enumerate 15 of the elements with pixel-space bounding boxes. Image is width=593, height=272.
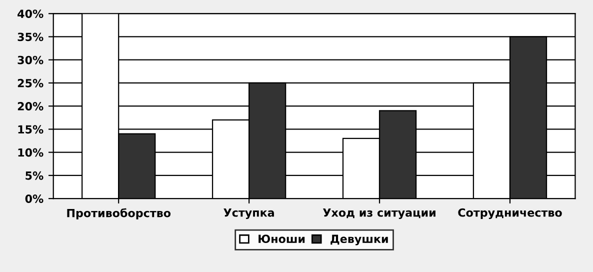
x-tick-label: Уход из ситуации [323, 208, 436, 220]
legend-label: Девушки [330, 234, 388, 246]
x-tick-label: Уступка [224, 208, 274, 220]
y-tick-label: 5% [26, 171, 44, 180]
y-tick-label: 20% [18, 102, 44, 110]
y-tick-label: 40% [18, 10, 44, 18]
y-tick-label: 25% [18, 78, 44, 88]
x-tick-label: Противоборство [67, 208, 171, 220]
y-tick-label: 0% [25, 194, 44, 203]
x-tick-label: Сотрудничество [458, 208, 562, 220]
y-tick-label: 15% [18, 125, 44, 134]
y-tick-label: 10% [18, 148, 44, 157]
legend-label: Юноши [258, 234, 305, 244]
y-tick-label: 30% [18, 56, 44, 64]
y-tick-label: 35% [18, 32, 44, 42]
